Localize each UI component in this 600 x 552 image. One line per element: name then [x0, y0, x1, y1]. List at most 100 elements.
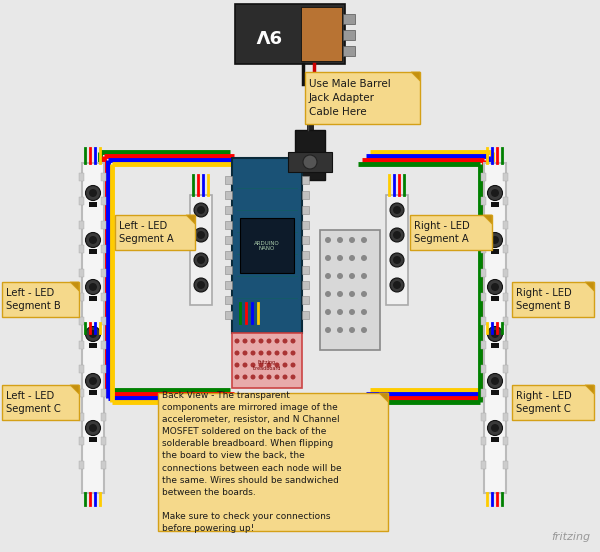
Circle shape	[325, 255, 331, 261]
Bar	[320, 230, 380, 350]
Bar	[302, 311, 309, 319]
Bar	[302, 296, 309, 304]
Circle shape	[487, 421, 503, 436]
Circle shape	[197, 231, 205, 239]
Circle shape	[361, 291, 367, 297]
Circle shape	[337, 255, 343, 261]
Circle shape	[235, 374, 239, 380]
Circle shape	[390, 203, 404, 217]
Circle shape	[393, 206, 401, 214]
Bar	[89, 296, 97, 301]
Circle shape	[235, 338, 239, 343]
Bar	[343, 46, 355, 56]
Bar	[343, 14, 355, 24]
Bar	[481, 341, 486, 349]
Bar	[481, 437, 486, 445]
Circle shape	[194, 253, 208, 267]
Bar	[2, 282, 79, 317]
Bar	[503, 293, 508, 301]
Circle shape	[361, 255, 367, 261]
Circle shape	[275, 338, 280, 343]
Bar	[232, 333, 302, 388]
Circle shape	[86, 279, 101, 295]
Circle shape	[89, 424, 97, 432]
Bar	[481, 293, 486, 301]
Text: Right - LED
Segment B: Right - LED Segment B	[516, 288, 572, 311]
Circle shape	[266, 374, 271, 380]
Text: Left - LED
Segment A: Left - LED Segment A	[119, 221, 174, 245]
Circle shape	[197, 206, 205, 214]
Circle shape	[266, 338, 271, 343]
Circle shape	[290, 363, 296, 368]
Circle shape	[259, 374, 263, 380]
Circle shape	[393, 256, 401, 264]
Circle shape	[283, 374, 287, 380]
Bar	[481, 221, 486, 229]
Text: Back View - The transparent
components are mirrored image of the
accelerometer, : Back View - The transparent components a…	[162, 391, 341, 533]
Bar	[302, 176, 309, 184]
Bar	[503, 365, 508, 373]
Bar	[225, 221, 232, 229]
Bar	[2, 385, 79, 420]
Text: Fritzing
breadboard: Fritzing breadboard	[253, 360, 281, 371]
Bar	[386, 195, 408, 305]
Circle shape	[86, 326, 101, 342]
Circle shape	[259, 351, 263, 355]
Bar	[101, 245, 106, 253]
Circle shape	[349, 309, 355, 315]
Circle shape	[337, 327, 343, 333]
Bar	[481, 365, 486, 373]
Bar	[305, 72, 420, 124]
Circle shape	[89, 283, 97, 291]
Circle shape	[235, 363, 239, 368]
Bar	[101, 269, 106, 277]
Circle shape	[349, 237, 355, 243]
Bar	[481, 173, 486, 181]
Bar	[79, 389, 84, 397]
Bar	[481, 197, 486, 205]
Circle shape	[89, 189, 97, 197]
Circle shape	[487, 374, 503, 389]
Circle shape	[491, 236, 499, 244]
Bar	[79, 221, 84, 229]
Bar	[235, 4, 345, 64]
Circle shape	[361, 273, 367, 279]
Bar	[503, 461, 508, 469]
Circle shape	[337, 291, 343, 297]
Circle shape	[487, 185, 503, 200]
Bar	[79, 437, 84, 445]
Circle shape	[491, 189, 499, 197]
Circle shape	[235, 351, 239, 355]
Bar	[79, 293, 84, 301]
Circle shape	[283, 351, 287, 355]
Text: Right - LED
Segment C: Right - LED Segment C	[516, 391, 572, 415]
Circle shape	[197, 256, 205, 264]
Bar	[288, 152, 332, 172]
Bar	[82, 163, 104, 493]
Bar	[481, 245, 486, 253]
Bar	[101, 197, 106, 205]
Bar	[410, 215, 492, 250]
Circle shape	[283, 338, 287, 343]
Bar	[302, 221, 309, 229]
Bar	[79, 461, 84, 469]
Bar	[481, 269, 486, 277]
Bar	[225, 236, 232, 244]
Circle shape	[393, 231, 401, 239]
Circle shape	[290, 338, 296, 343]
Bar	[491, 390, 499, 395]
Bar	[158, 393, 388, 531]
Circle shape	[275, 374, 280, 380]
Bar	[89, 202, 97, 207]
Circle shape	[251, 363, 256, 368]
Bar	[491, 437, 499, 442]
Bar	[101, 293, 106, 301]
Circle shape	[361, 309, 367, 315]
Circle shape	[251, 351, 256, 355]
Polygon shape	[186, 215, 195, 224]
Circle shape	[275, 351, 280, 355]
Bar	[503, 317, 508, 325]
Bar	[512, 282, 594, 317]
Bar	[295, 130, 325, 180]
Polygon shape	[379, 393, 388, 402]
